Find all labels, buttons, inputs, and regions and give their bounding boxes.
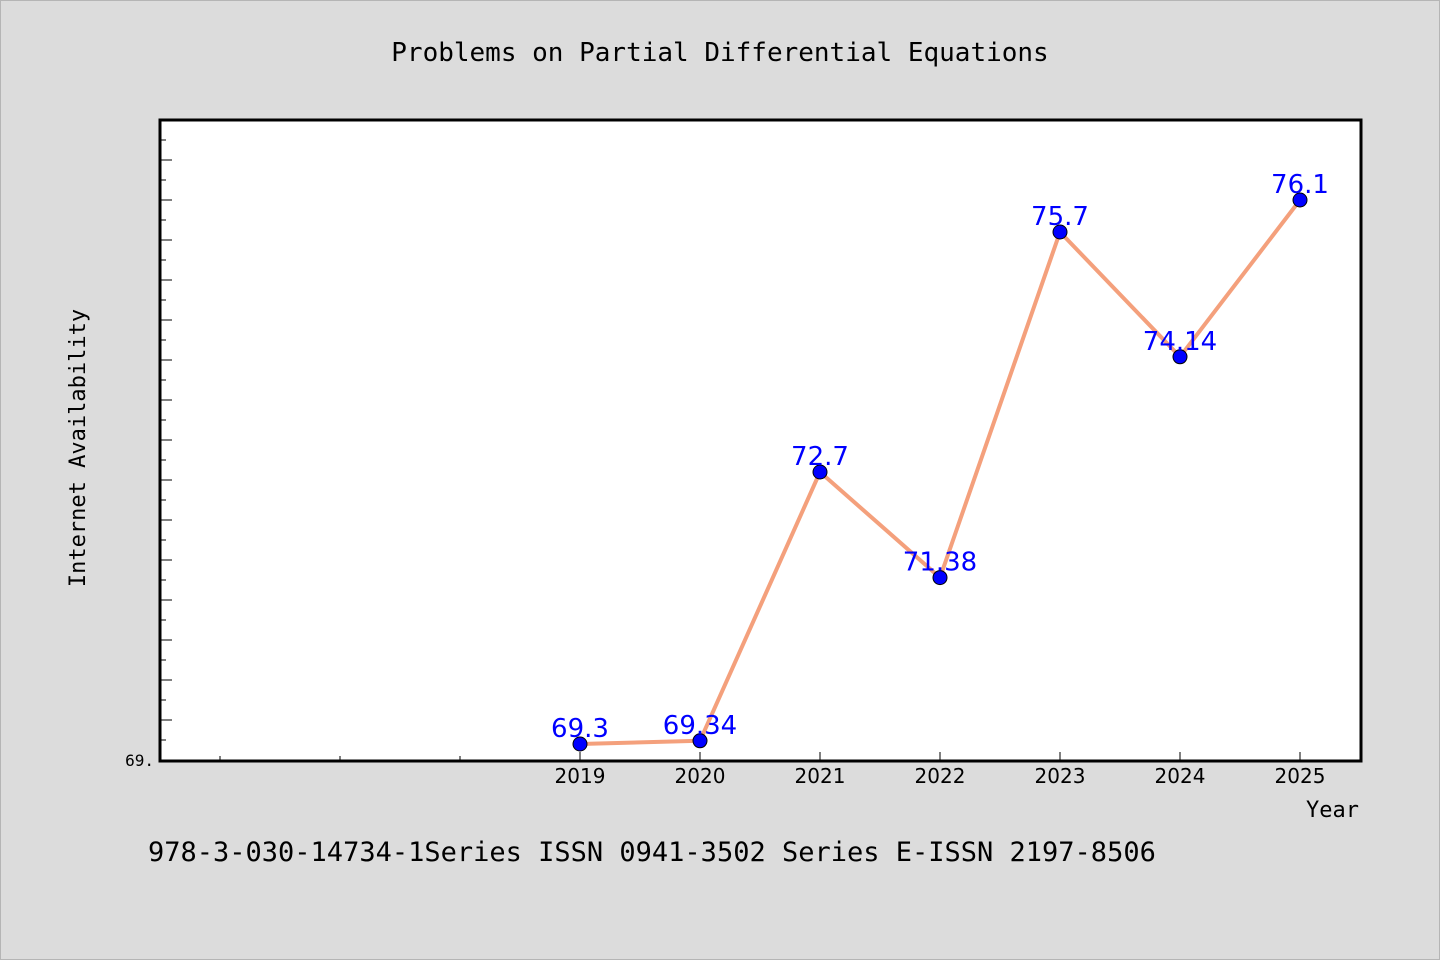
data-point <box>1292 192 1308 208</box>
markers-group <box>572 192 1308 752</box>
data-point <box>692 733 708 749</box>
data-point <box>572 736 588 752</box>
data-label: 69.34 <box>663 711 737 741</box>
x-tick-labels: 2019 2020 2021 2022 2023 2024 2025 <box>555 764 1326 788</box>
footnote: 978-3-030-14734-1Series ISSN 0941-3502 S… <box>148 837 1156 868</box>
x-tick-label: 2025 <box>1275 764 1326 788</box>
chart-title: Problems on Partial Differential Equatio… <box>391 38 1048 68</box>
x-tick-label: 2020 <box>675 764 726 788</box>
x-ticks <box>579 752 1301 760</box>
x-tick-label: 2019 <box>555 764 606 788</box>
y-tick-label: 69. <box>125 751 154 770</box>
data-point <box>1052 224 1068 240</box>
data-point <box>1172 349 1188 365</box>
x-minor-ticks <box>219 756 461 760</box>
data-label: 72.7 <box>791 442 849 472</box>
data-point <box>932 570 948 586</box>
x-tick-label: 2021 <box>795 764 846 788</box>
plot-border <box>158 118 1363 763</box>
x-tick-label: 2024 <box>1155 764 1206 788</box>
data-label: 69.3 <box>551 714 609 744</box>
data-labels-group: 69.3 69.34 72.7 71.38 75.7 74.14 76.1 <box>551 170 1329 744</box>
data-point <box>812 464 828 480</box>
data-label: 75.7 <box>1031 202 1089 232</box>
plot-area <box>160 120 1361 761</box>
x-tick-label: 2023 <box>1035 764 1086 788</box>
x-axis-label: Year <box>1306 798 1359 823</box>
data-label: 71.38 <box>903 548 977 578</box>
data-label: 74.14 <box>1143 327 1217 357</box>
y-axis-label: Internet Availability <box>66 309 91 587</box>
data-label: 76.1 <box>1271 170 1329 200</box>
x-tick-label: 2022 <box>915 764 966 788</box>
